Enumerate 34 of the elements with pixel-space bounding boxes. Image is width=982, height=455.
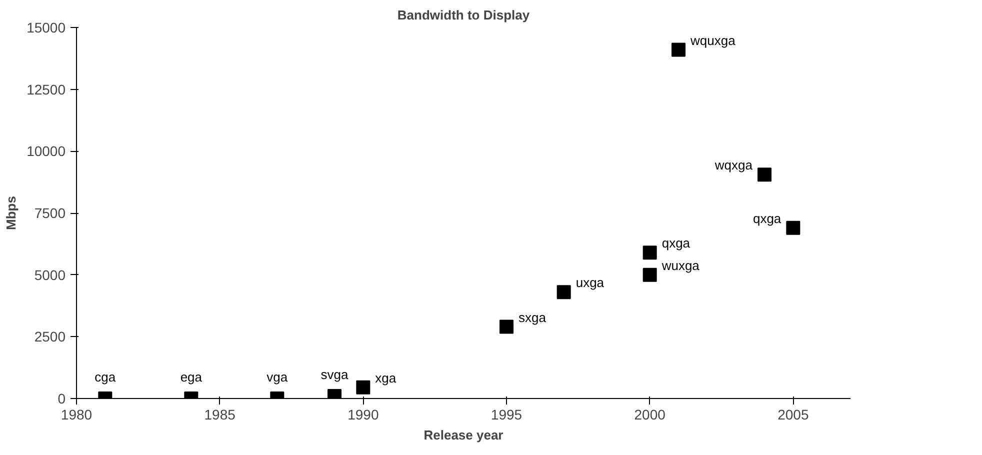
- annotation: wquxga: [690, 32, 736, 48]
- x-tick-label: 2005: [778, 406, 809, 422]
- point: [758, 168, 772, 182]
- y-tick-label: 7500: [34, 205, 66, 221]
- chart-title: Bandwidth to Display: [397, 8, 530, 22]
- annotation: wuxga: [660, 258, 700, 273]
- annotation: qxga: [662, 236, 691, 251]
- point: [556, 285, 571, 300]
- annotation: wqxga: [714, 158, 754, 173]
- y-tick-label: 0: [58, 390, 66, 406]
- y-tick-label: 10000: [26, 143, 66, 160]
- y-tick-label: 15000: [26, 20, 66, 36]
- y-tick-label: 5000: [34, 266, 66, 283]
- y-axis-title: Mbps: [4, 196, 19, 230]
- annotation: vga: [266, 370, 288, 384]
- point: [642, 246, 657, 260]
- x-tick-label: 1990: [348, 406, 379, 422]
- x-axis-title: Release year: [424, 428, 504, 442]
- x-tick-label: 1995: [490, 406, 522, 422]
- annotation: xga: [375, 370, 397, 386]
- annotation: svga: [320, 367, 349, 382]
- x-tick-label: 1980: [60, 406, 92, 422]
- annotation: sxga: [518, 310, 547, 325]
- annotation: qxga: [752, 210, 782, 226]
- annotation: uxga: [576, 275, 605, 290]
- x-tick-label: 1985: [204, 406, 236, 422]
- point: [642, 268, 657, 282]
- annotation: cga: [94, 370, 116, 384]
- x-tick-label: 2000: [634, 406, 666, 422]
- y-tick-label: 2500: [34, 328, 66, 345]
- point: [786, 220, 800, 235]
- y-tick-label: 12500: [26, 81, 66, 98]
- point: [500, 320, 514, 334]
- annotation: ega: [180, 370, 203, 384]
